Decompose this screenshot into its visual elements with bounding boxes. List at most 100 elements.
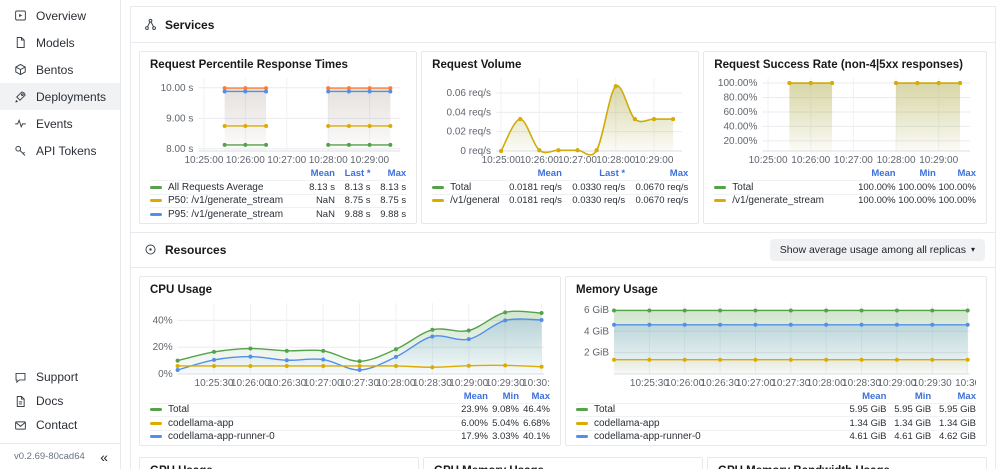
legend-row[interactable]: codellama-app 1.34 GiB 1.34 GiB 1.34 GiB [576, 416, 976, 430]
data-point [830, 81, 835, 86]
data-point [175, 363, 180, 368]
legend-col-mean[interactable]: Mean [862, 390, 887, 402]
legend-row[interactable]: /v1/generate_stream 100.00% 100.00% 100.00% [714, 193, 976, 208]
legend-value: 23.9% [461, 404, 488, 416]
legend-row[interactable]: P95: /v1/generate_stream NaN 9.88 s 9.88 s [150, 207, 407, 221]
legend-row[interactable]: Total 5.95 GiB 5.95 GiB 5.95 GiB [576, 402, 976, 417]
x-tick-label: 10:25:30 [630, 378, 669, 389]
data-point [264, 123, 269, 128]
data-point [346, 89, 351, 94]
legend-col-max[interactable]: Max [957, 168, 976, 179]
legend-row[interactable]: P50: /v1/generate_stream NaN 8.75 s 8.75 s [150, 193, 407, 208]
data-point [326, 86, 331, 91]
legend-header: Mean Min Max [714, 167, 976, 180]
legend-row[interactable]: /v1/generate_stream 0.0181 req/s 0.0330 re… [432, 193, 689, 208]
legend-value: 8.75 s [380, 195, 407, 207]
legend-col-mean[interactable]: Mean [537, 168, 562, 179]
legend-row[interactable]: Total 0.0181 req/s 0.0330 req/s 0.0670 req/… [432, 180, 689, 194]
legend-row[interactable]: codellama-app 6.00% 5.04% 6.68% [150, 416, 550, 430]
request-percentile-response-times-plot[interactable]: 8.00 s 9.00 s 10.00 s 10:25:00 10:26:00 10:27… [150, 73, 406, 167]
legend-row[interactable]: codellama-app-runner-0 17.9% 3.03% 40.1% [150, 429, 550, 444]
legend-value: NaN [315, 195, 335, 207]
data-point [539, 364, 544, 369]
legend-series-label: All Requests Average [150, 182, 299, 193]
series-area [177, 318, 542, 374]
data-point [211, 357, 216, 362]
data-point [788, 357, 793, 362]
legend-col-max[interactable]: Max [387, 168, 407, 179]
data-point [211, 363, 216, 368]
legend-row[interactable]: Total 23.9% 9.08% 46.4% [150, 402, 550, 417]
data-point [682, 322, 687, 327]
x-tick-label: 10:25:00 [749, 155, 788, 166]
legend-col-max[interactable]: Max [669, 168, 689, 179]
legend-col-min[interactable]: Min [914, 390, 932, 402]
x-tick-label: 10:29:00 [877, 378, 916, 389]
x-tick-label: 10:28:00 [377, 378, 416, 389]
collapse-sidebar-icon[interactable]: « [100, 448, 108, 465]
data-point [367, 86, 372, 91]
data-point [613, 84, 618, 89]
support-icon [15, 372, 26, 383]
sidebar-item-overview[interactable]: Overview [0, 2, 120, 29]
x-tick-label: 10:26:00 [520, 155, 559, 166]
legend-col-mean[interactable]: Mean [310, 168, 335, 179]
data-point [264, 142, 269, 147]
legend-row[interactable]: Total 100.00% 100.00% 100.00% [714, 180, 976, 194]
request-volume-plot[interactable]: 0 req/s 0.02 req/s 0.04 req/s 0.06 req/s 10:… [432, 73, 688, 167]
x-tick-label: 10:29:30 [486, 378, 525, 389]
legend-col-min[interactable]: Min [502, 390, 519, 402]
y-tick-label: 2 GiB [584, 347, 609, 358]
sidebar-item-models[interactable]: Models [0, 29, 120, 56]
x-tick-label: 10:27:00 [267, 155, 306, 166]
data-point [788, 307, 793, 312]
sidebar-item-deployments[interactable]: Deployments [0, 83, 120, 110]
data-point [466, 327, 471, 332]
data-point [503, 362, 508, 367]
legend-row[interactable]: All Requests Average 8.13 s 8.13 s 8.13 s [150, 180, 407, 194]
legend-row[interactable]: codellama-app-runner-0 4.61 GiB 4.61 GiB 4.… [576, 429, 976, 444]
sidebar-item-events[interactable]: Events [0, 110, 120, 137]
data-point [222, 89, 227, 94]
request-success-rate-plot[interactable]: 20.00% 40.00% 60.00% 80.00% 100.00% 10:25:00 1… [714, 73, 976, 167]
legend-col-mean[interactable]: Mean [463, 390, 488, 402]
sidebar-item-bentos[interactable]: Bentos [0, 56, 120, 83]
y-tick-label: 0.04 req/s [447, 107, 491, 118]
legend-series-label: codellama-app [150, 418, 457, 429]
legend-value: 5.04% [492, 417, 519, 429]
sidebar-item-docs[interactable]: Docs [0, 389, 120, 413]
y-tick-label: 0% [158, 369, 173, 380]
data-point [388, 142, 393, 147]
x-tick-label: 10:29:00 [449, 378, 488, 389]
sidebar-item-api-tokens[interactable]: API Tokens [0, 137, 120, 164]
legend-col-max[interactable]: Max [957, 390, 976, 402]
sidebar-item-contact[interactable]: Contact [0, 413, 120, 437]
legend-col-mean[interactable]: Mean [871, 168, 896, 179]
replica-usage-dropdown[interactable]: Show average usage among all replicas ▾ [769, 238, 985, 261]
data-point [575, 148, 580, 153]
x-tick-label: 10:26:00 [231, 378, 270, 389]
data-point [388, 123, 393, 128]
legend-col-last[interactable]: Last * [599, 168, 626, 179]
legend-col-last[interactable]: Last * [344, 168, 371, 179]
legend-series-label: codellama-app-runner-0 [150, 431, 457, 442]
legend-series-name: codellama-app [594, 417, 660, 429]
resources-section-header: Resources Show average usage among all r… [131, 231, 995, 268]
legend-col-min[interactable]: Min [919, 168, 936, 179]
memory-usage-plot[interactable]: 2 GiB 4 GiB 6 GiB 10:25:30 10:26:00 10:26:30 1… [576, 298, 976, 390]
data-point [682, 307, 687, 312]
legend-value: 100.00% [898, 181, 936, 193]
sidebar-item-support[interactable]: Support [0, 365, 120, 389]
legend-series-label: Total [150, 404, 457, 415]
section-title: Services [165, 17, 215, 32]
y-tick-label: 20.00% [724, 136, 758, 147]
data-point [539, 317, 544, 322]
series-area [224, 88, 267, 151]
data-point [930, 322, 935, 327]
legend-col-max[interactable]: Max [531, 390, 550, 402]
x-tick-label: 10:27:30 [340, 378, 379, 389]
data-point [388, 86, 393, 91]
docs-icon [16, 395, 25, 407]
cpu-usage-plot[interactable]: 0% 20% 40% 10:25:30 10:26:00 10:26:30 10:27:00… [150, 298, 550, 390]
data-point [284, 363, 289, 368]
